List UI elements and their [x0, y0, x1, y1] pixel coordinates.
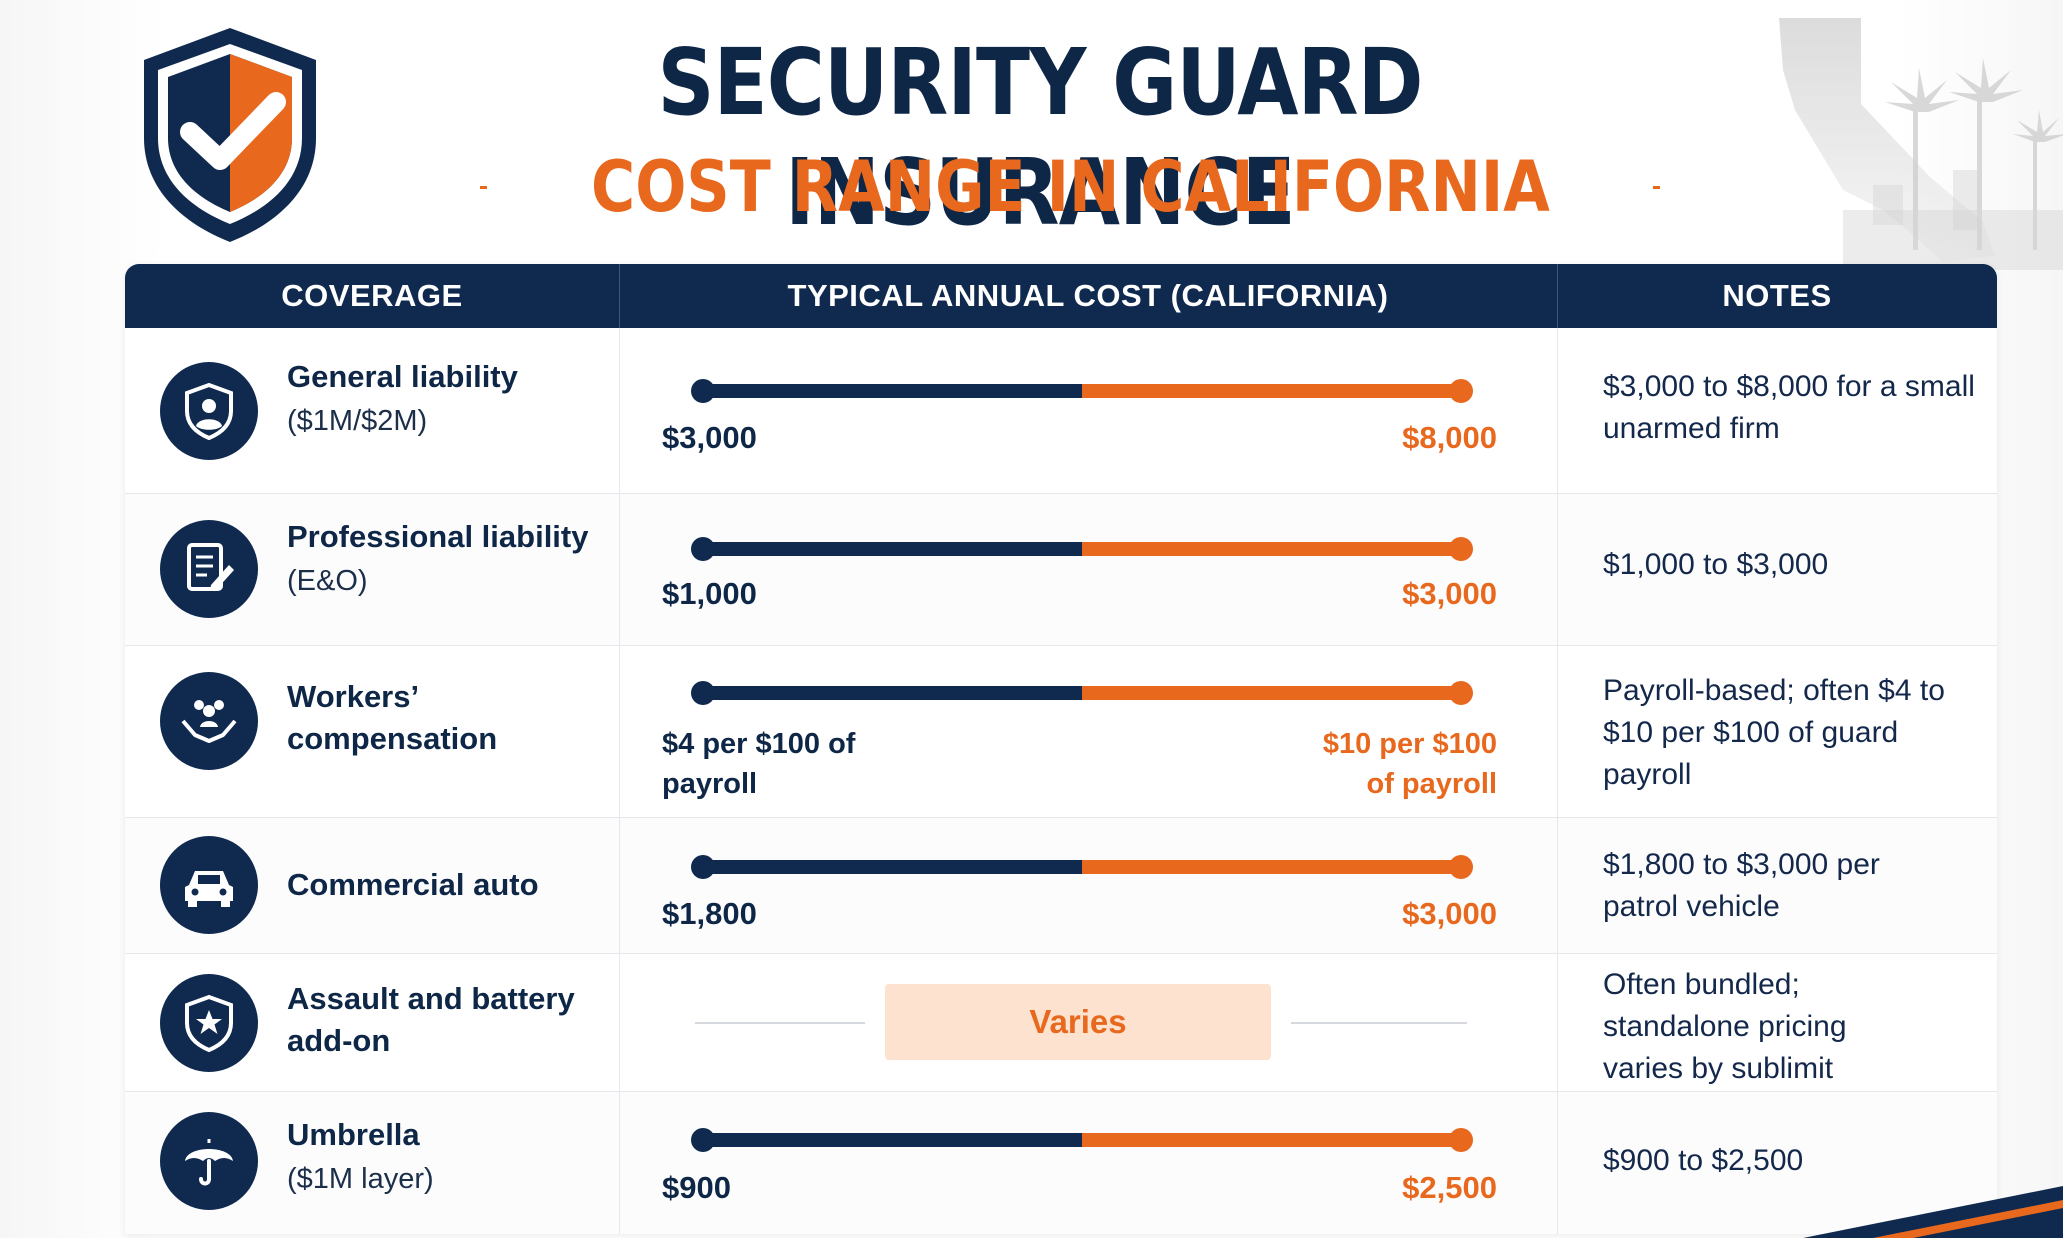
coverage-detail: ($1M/$2M) [287, 405, 428, 437]
coverage-name: Commercial auto [287, 867, 539, 902]
california-map-decoration-icon [1779, 18, 2063, 270]
cost-table: COVERAGE TYPICAL ANNUAL COST (CALIFORNIA… [125, 264, 1997, 1234]
range-high-label: $3,000 [1402, 896, 1497, 931]
coverage-note: $1,000 to $3,000 [1603, 548, 1829, 581]
header-divider [1557, 264, 1558, 328]
coverage-note: $900 to $2,500 [1603, 1144, 1804, 1177]
range-high-label: $8,000 [1402, 420, 1497, 455]
cost-range-bar [691, 537, 1473, 561]
range-high-label: $3,000 [1402, 576, 1497, 611]
coverage-note: Often bundled; standalone pricing varies… [1603, 968, 1847, 1085]
cost-range-bar [691, 855, 1473, 879]
range-high-label: $10 per $100 of payroll [1322, 728, 1497, 800]
range-low-marker [691, 379, 715, 403]
subtitle-row: COST RANGE IN CALIFORNIA [480, 142, 1660, 232]
shield-person-icon [160, 362, 258, 460]
coverage-name: Workers’ compensation [287, 679, 498, 756]
page-title: SECURITY GUARD INSURANCE [657, 29, 1423, 246]
range-low-label: $4 per $100 of payroll [662, 728, 856, 800]
range-high-marker [1449, 379, 1473, 403]
varies-divider-right [1291, 1022, 1467, 1024]
coverage-name: Assault and battery add-on [287, 981, 575, 1058]
corner-stripe-decoration [1803, 1186, 2063, 1238]
range-high-marker [1449, 681, 1473, 705]
range-high-label: $2,500 [1402, 1170, 1497, 1205]
varies-divider-left [695, 1022, 865, 1024]
car-icon [160, 836, 258, 934]
column-header-coverage: COVERAGE [281, 278, 463, 313]
column-header-notes: NOTES [1722, 278, 1832, 313]
coverage-name: Professional liability [287, 519, 589, 554]
range-low-label: $3,000 [662, 420, 757, 455]
varies-badge: Varies [885, 984, 1271, 1060]
range-low-label: $1,800 [662, 896, 757, 931]
cost-range-bar [691, 681, 1473, 705]
coverage-detail: (E&O) [287, 565, 368, 597]
range-low-marker [691, 855, 715, 879]
coverage-name: Umbrella [287, 1117, 420, 1152]
coverage-name: General liability [287, 359, 518, 394]
range-high-marker [1449, 1128, 1473, 1152]
range-low-marker [691, 537, 715, 561]
shield-star-icon [160, 974, 258, 1072]
table-row: General liability ($1M/$2M) $3,000 $8,00… [125, 328, 1997, 494]
umbrella-icon [160, 1112, 258, 1210]
shield-check-logo-icon [144, 28, 316, 242]
table-row: Assault and battery add-on Varies Often … [125, 954, 1997, 1092]
hands-people-icon [160, 672, 258, 770]
range-high-marker [1449, 537, 1473, 561]
table-row: Umbrella ($1M layer) $900 $2,500 $900 to… [125, 1092, 1997, 1234]
range-low-marker [691, 1128, 715, 1152]
page-subtitle: COST RANGE IN CALIFORNIA [590, 146, 1550, 228]
cost-range-bar [691, 379, 1473, 403]
subtitle-divider-right [1653, 185, 1660, 189]
subtitle-divider-left [480, 185, 487, 189]
coverage-detail: ($1M layer) [287, 1163, 434, 1195]
coverage-note: $1,800 to $3,000 per patrol vehicle [1603, 848, 1880, 923]
document-pen-icon [160, 520, 258, 618]
header-divider [619, 264, 620, 328]
cost-range-bar [691, 1128, 1473, 1152]
table-row: Commercial auto $1,800 $3,000 $1,800 to … [125, 818, 1997, 954]
coverage-note: Payroll-based; often $4 to $10 per $100 … [1603, 674, 1945, 791]
table-header: COVERAGE TYPICAL ANNUAL COST (CALIFORNIA… [125, 264, 1997, 328]
range-low-label: $900 [662, 1170, 731, 1205]
range-low-label: $1,000 [662, 576, 757, 611]
table-row: Professional liability (E&O) $1,000 $3,0… [125, 494, 1997, 646]
range-high-marker [1449, 855, 1473, 879]
range-low-marker [691, 681, 715, 705]
coverage-note: $3,000 to $8,000 for a small unarmed fir… [1603, 370, 1975, 445]
column-header-annual-cost: TYPICAL ANNUAL COST (CALIFORNIA) [787, 278, 1389, 313]
table-row: Workers’ compensation $4 per $100 of pay… [125, 646, 1997, 818]
